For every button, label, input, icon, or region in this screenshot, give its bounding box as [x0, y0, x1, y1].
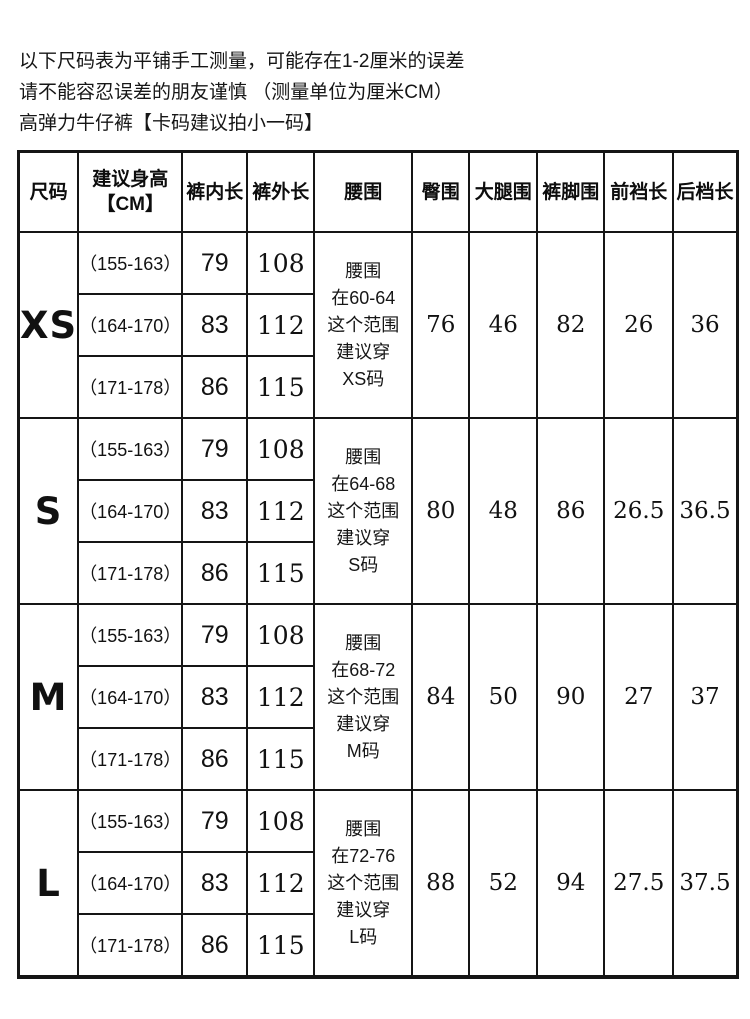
inner-length-cell: 86 [181, 913, 249, 978]
table-row: （164-170） 83 112 [19, 851, 738, 915]
hip-cell: 80 [411, 417, 471, 605]
hip-cell: 84 [411, 603, 471, 791]
height-cell: （155-163） [77, 789, 184, 853]
table-row: （164-170） 83 112 [19, 293, 738, 357]
outer-length-cell: 112 [246, 665, 316, 729]
size-label-m: M [17, 603, 80, 791]
header-inner-length: 裤内长 [181, 150, 249, 233]
back-rise-cell: 36.5 [672, 417, 739, 605]
leg-opening-cell: 86 [536, 417, 606, 605]
table-row: XS （155-163） 79 108 腰围 在60-64 这个范围 建议穿 X… [17, 231, 739, 419]
header-front-rise: 前裆长 [603, 150, 675, 233]
outer-length-cell: 108 [246, 417, 316, 481]
thigh-cell: 46 [468, 231, 539, 419]
header-outer-length: 裤外长 [246, 150, 316, 233]
size-chart-table: 尺码 建议身高 【CM】 裤内长 裤外长 腰围 臀围 大腿围 裤脚围 前裆长 后… [17, 150, 739, 979]
header-hip: 臀围 [411, 150, 471, 233]
outer-length-cell: 108 [246, 789, 316, 853]
hip-cell: 88 [411, 789, 471, 978]
height-cell: （164-170） [77, 665, 184, 729]
waist-note-cell: 腰围 在72-76 这个范围 建议穿 L码 [313, 789, 414, 978]
waist-note-cell: 腰围 在60-64 这个范围 建议穿 XS码 [313, 231, 414, 419]
waist-note-cell: 腰围 在68-72 这个范围 建议穿 M码 [313, 603, 414, 791]
front-rise-cell: 26.5 [603, 417, 675, 605]
height-cell: （171-178） [77, 541, 184, 605]
front-rise-cell: 27.5 [603, 789, 675, 978]
height-cell: （171-178） [77, 355, 184, 419]
table-row: （171-178） 86 115 [19, 727, 738, 791]
inner-length-cell: 83 [181, 479, 249, 543]
outer-length-cell: 115 [246, 541, 316, 605]
inner-length-cell: 79 [181, 417, 249, 481]
size-label-xs: XS [17, 231, 80, 419]
header-thigh: 大腿围 [468, 150, 539, 233]
height-cell: （164-170） [77, 293, 184, 357]
inner-length-cell: 86 [181, 355, 249, 419]
table-row: （171-178） 86 115 [19, 541, 738, 605]
inner-length-cell: 79 [181, 789, 249, 853]
table-row: （171-178） 86 115 [19, 913, 738, 978]
inner-length-cell: 79 [181, 603, 249, 667]
inner-length-cell: 83 [181, 851, 249, 915]
size-label-s: S [17, 417, 80, 605]
thigh-cell: 52 [468, 789, 539, 978]
size-label-l: L [17, 789, 80, 978]
outer-length-cell: 112 [246, 851, 316, 915]
table-row: M （155-163） 79 108 腰围 在68-72 这个范围 建议穿 M码… [17, 603, 739, 791]
inner-length-cell: 83 [181, 293, 249, 357]
inner-length-cell: 79 [181, 231, 249, 295]
outer-length-cell: 108 [246, 603, 316, 667]
height-cell: （155-163） [77, 417, 184, 481]
thigh-cell: 50 [468, 603, 539, 791]
inner-length-cell: 86 [181, 727, 249, 791]
height-cell: （155-163） [77, 231, 184, 295]
leg-opening-cell: 90 [536, 603, 606, 791]
header-waist: 腰围 [313, 150, 414, 233]
back-rise-cell: 37.5 [672, 789, 739, 978]
height-cell: （164-170） [77, 479, 184, 543]
front-rise-cell: 26 [603, 231, 675, 419]
table-row: L （155-163） 79 108 腰围 在72-76 这个范围 建议穿 L码… [17, 789, 739, 978]
outer-length-cell: 112 [246, 479, 316, 543]
hip-cell: 76 [411, 231, 471, 419]
back-rise-cell: 37 [672, 603, 739, 791]
waist-note-cell: 腰围 在64-68 这个范围 建议穿 S码 [313, 417, 414, 605]
note-line-tolerance: 以下尺码表为平铺手工测量，可能存在1-2厘米的误差 [19, 51, 465, 72]
inner-length-cell: 86 [181, 541, 249, 605]
height-cell: （171-178） [77, 913, 184, 978]
leg-opening-cell: 82 [536, 231, 606, 419]
height-cell: （171-178） [77, 727, 184, 791]
outer-length-cell: 115 [246, 913, 316, 978]
height-cell: （164-170） [77, 851, 184, 915]
note-line-caution: 请不能容忍误差的朋友谨慎 （测量单位为厘米CM） [19, 82, 453, 103]
header-leg-opening: 裤脚围 [536, 150, 606, 233]
outer-length-cell: 112 [246, 293, 316, 357]
inner-length-cell: 83 [181, 665, 249, 729]
measurement-notes: 以下尺码表为平铺手工测量，可能存在1-2厘米的误差 请不能容忍误差的朋友谨慎 （… [19, 46, 732, 139]
outer-length-cell: 108 [246, 231, 316, 295]
header-size: 尺码 [17, 150, 80, 233]
front-rise-cell: 27 [603, 603, 675, 791]
outer-length-cell: 115 [246, 355, 316, 419]
leg-opening-cell: 94 [536, 789, 606, 978]
height-cell: （155-163） [77, 603, 184, 667]
thigh-cell: 48 [468, 417, 539, 605]
note-line-product: 高弹力牛仔裤【卡码建议拍小一码】 [19, 113, 324, 134]
header-back-rise: 后档长 [672, 150, 739, 233]
table-row: （164-170） 83 112 [19, 665, 738, 729]
header-suggested-height: 建议身高 【CM】 [77, 150, 184, 233]
table-row: S （155-163） 79 108 腰围 在64-68 这个范围 建议穿 S码… [17, 417, 739, 605]
outer-length-cell: 115 [246, 727, 316, 791]
header-row: 尺码 建议身高 【CM】 裤内长 裤外长 腰围 臀围 大腿围 裤脚围 前裆长 后… [17, 150, 739, 233]
back-rise-cell: 36 [672, 231, 739, 419]
table-row: （164-170） 83 112 [19, 479, 738, 543]
table-row: （171-178） 86 115 [19, 355, 738, 419]
